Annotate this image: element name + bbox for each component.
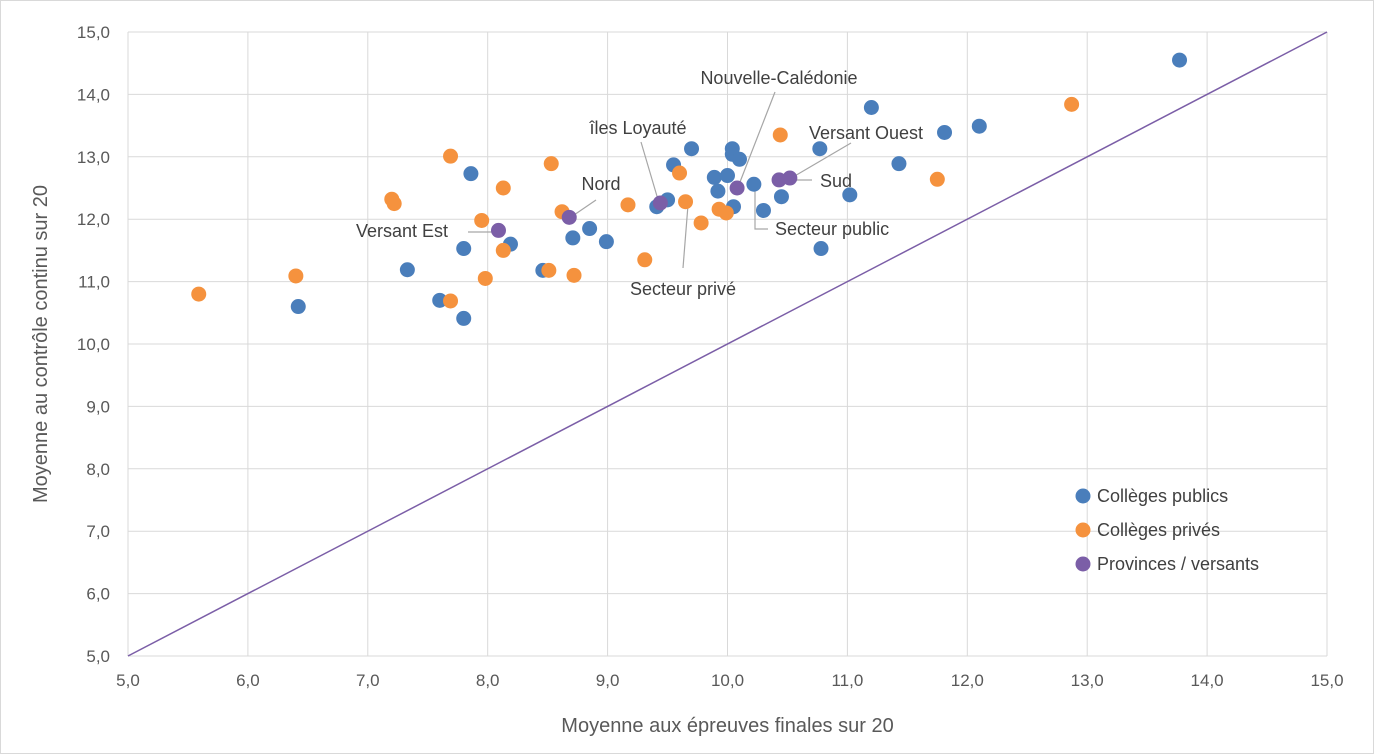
- public-college-point: [972, 119, 987, 134]
- y-axis-title: Moyenne au contrôle continu sur 20: [30, 185, 52, 503]
- x-tick-label: 15,0: [1310, 671, 1343, 690]
- public-college-point: [456, 311, 471, 326]
- public-college-point: [400, 262, 415, 277]
- province-point: [653, 195, 668, 210]
- public-college-point: [707, 170, 722, 185]
- y-tick-label: 8,0: [86, 460, 110, 479]
- private-college-point: [694, 215, 709, 230]
- public-college-point: [774, 189, 789, 204]
- annotation-label: îles Loyauté: [588, 118, 686, 138]
- y-tick-label: 9,0: [86, 397, 110, 416]
- x-tick-label: 13,0: [1071, 671, 1104, 690]
- x-tick-label: 5,0: [116, 671, 140, 690]
- y-tick-label: 13,0: [77, 148, 110, 167]
- x-tick-label: 12,0: [951, 671, 984, 690]
- public-college-point: [891, 156, 906, 171]
- private-college-point: [620, 197, 635, 212]
- legend-marker: [1076, 489, 1091, 504]
- private-college-point: [496, 181, 511, 196]
- x-tick-label: 8,0: [476, 671, 500, 690]
- private-college-point: [672, 166, 687, 181]
- y-tick-label: 12,0: [77, 210, 110, 229]
- annotation-leader-line: [740, 92, 775, 182]
- private-college-point: [930, 172, 945, 187]
- public-college-point: [864, 100, 879, 115]
- x-tick-label: 11,0: [831, 671, 863, 690]
- private-college-point: [191, 287, 206, 302]
- private-college-point: [496, 243, 511, 258]
- private-college-point: [773, 127, 788, 142]
- public-college-point: [720, 168, 735, 183]
- public-college-point: [291, 299, 306, 314]
- legend-marker: [1076, 557, 1091, 572]
- public-college-point: [710, 184, 725, 199]
- y-tick-label: 5,0: [86, 647, 110, 666]
- public-college-point: [937, 125, 952, 140]
- public-college-point: [756, 203, 771, 218]
- private-college-point: [387, 196, 402, 211]
- public-college-point: [599, 234, 614, 249]
- private-college-point: [443, 149, 458, 164]
- x-tick-label: 9,0: [596, 671, 620, 690]
- public-college-point: [582, 221, 597, 236]
- legend-marker: [1076, 523, 1091, 538]
- province-point: [491, 223, 506, 238]
- public-college-point: [732, 152, 747, 167]
- public-college-point: [814, 241, 829, 256]
- y-tick-label: 10,0: [77, 335, 110, 354]
- private-college-point: [1064, 97, 1079, 112]
- legend-label: Provinces / versants: [1097, 554, 1259, 574]
- private-college-point: [541, 263, 556, 278]
- annotation-label: Nord: [581, 174, 620, 194]
- public-college-point: [812, 141, 827, 156]
- private-college-point: [288, 268, 303, 283]
- annotation-label: Versant Ouest: [809, 123, 923, 143]
- public-college-point: [746, 177, 761, 192]
- y-tick-label: 14,0: [77, 85, 110, 104]
- y-tick-label: 15,0: [77, 23, 110, 42]
- legend-label: Collèges privés: [1097, 520, 1220, 540]
- x-tick-label: 10,0: [711, 671, 744, 690]
- y-tick-label: 7,0: [86, 522, 110, 541]
- private-college-point: [474, 213, 489, 228]
- public-college-point: [456, 241, 471, 256]
- x-tick-label: 7,0: [356, 671, 380, 690]
- annotation-label: Versant Est: [356, 221, 448, 241]
- private-college-point: [544, 156, 559, 171]
- annotation-label: Secteur privé: [630, 279, 736, 299]
- y-tick-label: 6,0: [86, 585, 110, 604]
- province-point: [562, 210, 577, 225]
- public-college-point: [1172, 53, 1187, 68]
- legend-label: Collèges publics: [1097, 486, 1228, 506]
- private-college-point: [637, 252, 652, 267]
- public-college-point: [463, 166, 478, 181]
- annotation-leader-line: [641, 142, 659, 203]
- annotation-label: Secteur public: [775, 219, 889, 239]
- province-point: [730, 181, 745, 196]
- private-college-point: [678, 194, 693, 209]
- annotation-leader-line: [574, 200, 596, 215]
- x-tick-label: 14,0: [1191, 671, 1224, 690]
- public-college-point: [684, 141, 699, 156]
- public-college-point: [842, 187, 857, 202]
- private-college-point: [443, 293, 458, 308]
- private-college-point: [567, 268, 582, 283]
- x-axis-title: Moyenne aux épreuves finales sur 20: [561, 715, 893, 737]
- public-college-point: [565, 230, 580, 245]
- annotation-leader-line: [683, 205, 688, 268]
- private-college-point: [478, 271, 493, 286]
- province-point: [782, 171, 797, 186]
- annotation-label: Nouvelle-Calédonie: [700, 68, 857, 88]
- x-tick-label: 6,0: [236, 671, 260, 690]
- private-college-point: [719, 205, 734, 220]
- y-tick-label: 11,0: [78, 273, 110, 292]
